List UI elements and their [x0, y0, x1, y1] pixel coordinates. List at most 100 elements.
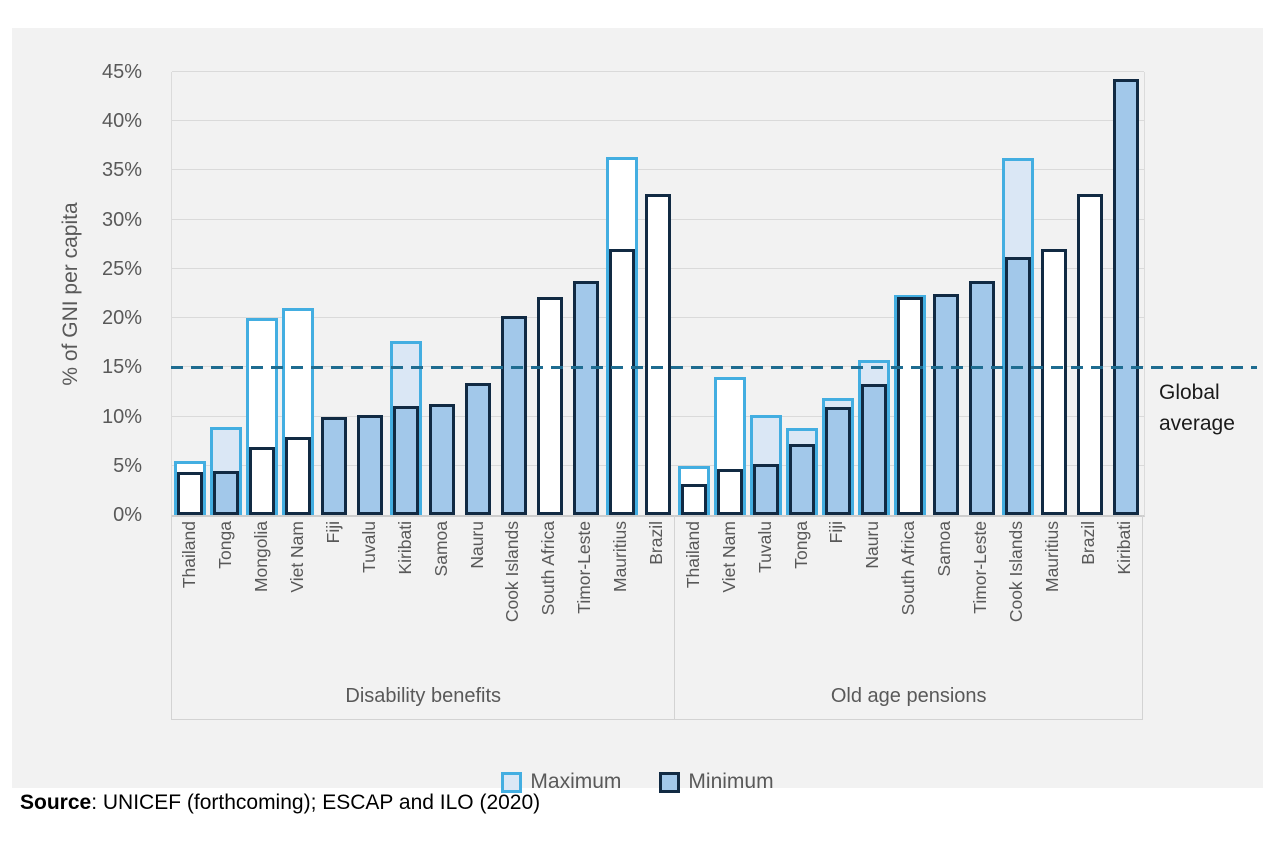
source-note: Source: UNICEF (forthcoming); ESCAP and …: [20, 791, 540, 815]
legend: Maximum Minimum: [12, 770, 1263, 794]
bar-slot-kiribati: [388, 72, 424, 515]
bar-slot-mongolia: [244, 72, 280, 515]
y-axis-tick-labels: 0% 5% 10% 15% 20% 25% 30% 35% 40% 45%: [72, 61, 142, 526]
bar-slot-samoa: [928, 72, 964, 515]
country-label-slot: Brazil: [639, 515, 675, 674]
country-label: Mongolia: [251, 521, 272, 593]
country-label: Nauru: [862, 521, 883, 569]
legend-label-minimum: Minimum: [688, 770, 774, 793]
bar-slot-fiji: [316, 72, 352, 515]
legend-item-maximum: Maximum: [501, 770, 621, 794]
global-average-line: [171, 366, 1257, 369]
y-tick-label: 35%: [101, 159, 142, 182]
y-tick-label: 15%: [101, 356, 142, 379]
country-label: Samoa: [934, 521, 955, 577]
country-label: Fiji: [826, 521, 847, 544]
x-axis-labels: Thailand Tonga Mongolia Viet Nam Fiji Tuvalu K…: [171, 515, 1143, 720]
bar-slot-tuvalu: [748, 72, 784, 515]
group-label: Disability benefits: [345, 685, 502, 708]
minimum-bar: [1041, 249, 1067, 515]
minimum-bar: [393, 405, 419, 515]
group-label: Old age pensions: [830, 685, 987, 708]
country-label: Kiribati: [394, 521, 415, 575]
minimum-bar: [249, 447, 275, 515]
country-label: Nauru: [466, 521, 487, 569]
y-tick-label: 10%: [101, 405, 142, 428]
country-label-slot: Fiji: [819, 515, 855, 674]
country-label: Timor-Leste: [574, 521, 595, 614]
minimum-bar: [861, 384, 887, 515]
country-label-slot: Timor-Leste: [963, 515, 999, 674]
minimum-swatch: [659, 771, 681, 793]
country-label: Viet Nam: [287, 521, 308, 593]
y-tick-label: 0%: [113, 504, 142, 526]
bar-slot-thailand: [172, 72, 208, 515]
country-label: South Africa: [898, 521, 919, 616]
country-label-slot: South Africa: [891, 515, 927, 674]
gridline-35: [172, 169, 1144, 171]
y-tick-label: 20%: [101, 307, 142, 330]
country-label-slot: Tonga: [208, 515, 244, 674]
bar-slot-mauritius: [1036, 72, 1072, 515]
minimum-bar: [1005, 257, 1031, 515]
country-label: Cook Islands: [1005, 521, 1026, 623]
country-label-slot: Mongolia: [244, 515, 280, 674]
y-tick-label: 45%: [101, 61, 142, 83]
minimum-bar: [177, 471, 203, 515]
bar-slot-nauru: [856, 72, 892, 515]
bar-slot-fiji: [820, 72, 856, 515]
country-label-slot: Cook Islands: [495, 515, 531, 674]
bar-slot-south-africa: [892, 72, 928, 515]
minimum-bar: [1113, 78, 1139, 515]
minimum-bar: [465, 383, 491, 515]
country-label-slot: Nauru: [855, 515, 891, 674]
bar-slot-kiribati: [1108, 72, 1144, 515]
country-label: Cook Islands: [502, 521, 523, 623]
gridline-45: [172, 71, 1144, 72]
country-label-slot: Cook Islands: [998, 515, 1034, 674]
bar-slot-timor-leste: [568, 72, 604, 515]
country-label-slot: Tuvalu: [351, 515, 387, 674]
country-label-slot: Fiji: [316, 515, 352, 674]
country-labels: Thailand Tonga Mongolia Viet Nam Fiji Tuvalu K…: [172, 515, 674, 674]
country-label: Tuvalu: [754, 521, 775, 573]
global-average-label: Global average: [1159, 381, 1235, 435]
country-label: Brazil: [646, 521, 667, 565]
bar-slot-tonga: [784, 72, 820, 515]
country-label-slot: Timor-Leste: [567, 515, 603, 674]
country-label: Thailand: [179, 521, 200, 589]
country-label: Mauritius: [610, 521, 631, 592]
bar-slot-samoa: [424, 72, 460, 515]
x-label-group: Thailand Viet Nam Tuvalu Tonga Fiji Nauru Sout…: [675, 515, 1143, 720]
bar-slot-viet-nam: [712, 72, 748, 515]
bar-slot-tuvalu: [352, 72, 388, 515]
legend-item-minimum: Minimum: [659, 770, 774, 794]
country-label: Fiji: [323, 521, 343, 544]
country-label: Kiribati: [1113, 521, 1134, 575]
minimum-bar: [501, 316, 527, 515]
country-label-slot: Mauritius: [603, 515, 639, 674]
minimum-bar: [429, 403, 455, 515]
source-label: Source: [20, 791, 92, 814]
country-label: Brazil: [1077, 521, 1098, 565]
country-label-slot: Tonga: [783, 515, 819, 674]
minimum-bar: [609, 249, 635, 515]
y-tick-label: 40%: [101, 110, 142, 133]
country-label-slot: South Africa: [531, 515, 567, 674]
bar-slot-south-africa: [532, 72, 568, 515]
country-label: Mauritius: [1041, 521, 1062, 592]
y-tick-label: 5%: [113, 454, 142, 477]
chart-panel: % of GNI per capita 0% 5% 10% 15% 20% 25% 30% 3…: [12, 28, 1263, 793]
source-text: : UNICEF (forthcoming); ESCAP and ILO (2…: [91, 791, 541, 814]
country-label-slot: Thailand: [172, 515, 208, 674]
country-label-slot: Viet Nam: [280, 515, 316, 674]
country-label: Samoa: [430, 521, 451, 577]
country-label: Viet Nam: [718, 521, 739, 593]
country-label: Tonga: [790, 521, 811, 569]
country-label-slot: Kiribati: [1106, 515, 1142, 674]
minimum-bar: [789, 444, 815, 515]
minimum-bar: [537, 297, 563, 515]
bar-group: [172, 72, 676, 515]
bar-slot-viet-nam: [280, 72, 316, 515]
